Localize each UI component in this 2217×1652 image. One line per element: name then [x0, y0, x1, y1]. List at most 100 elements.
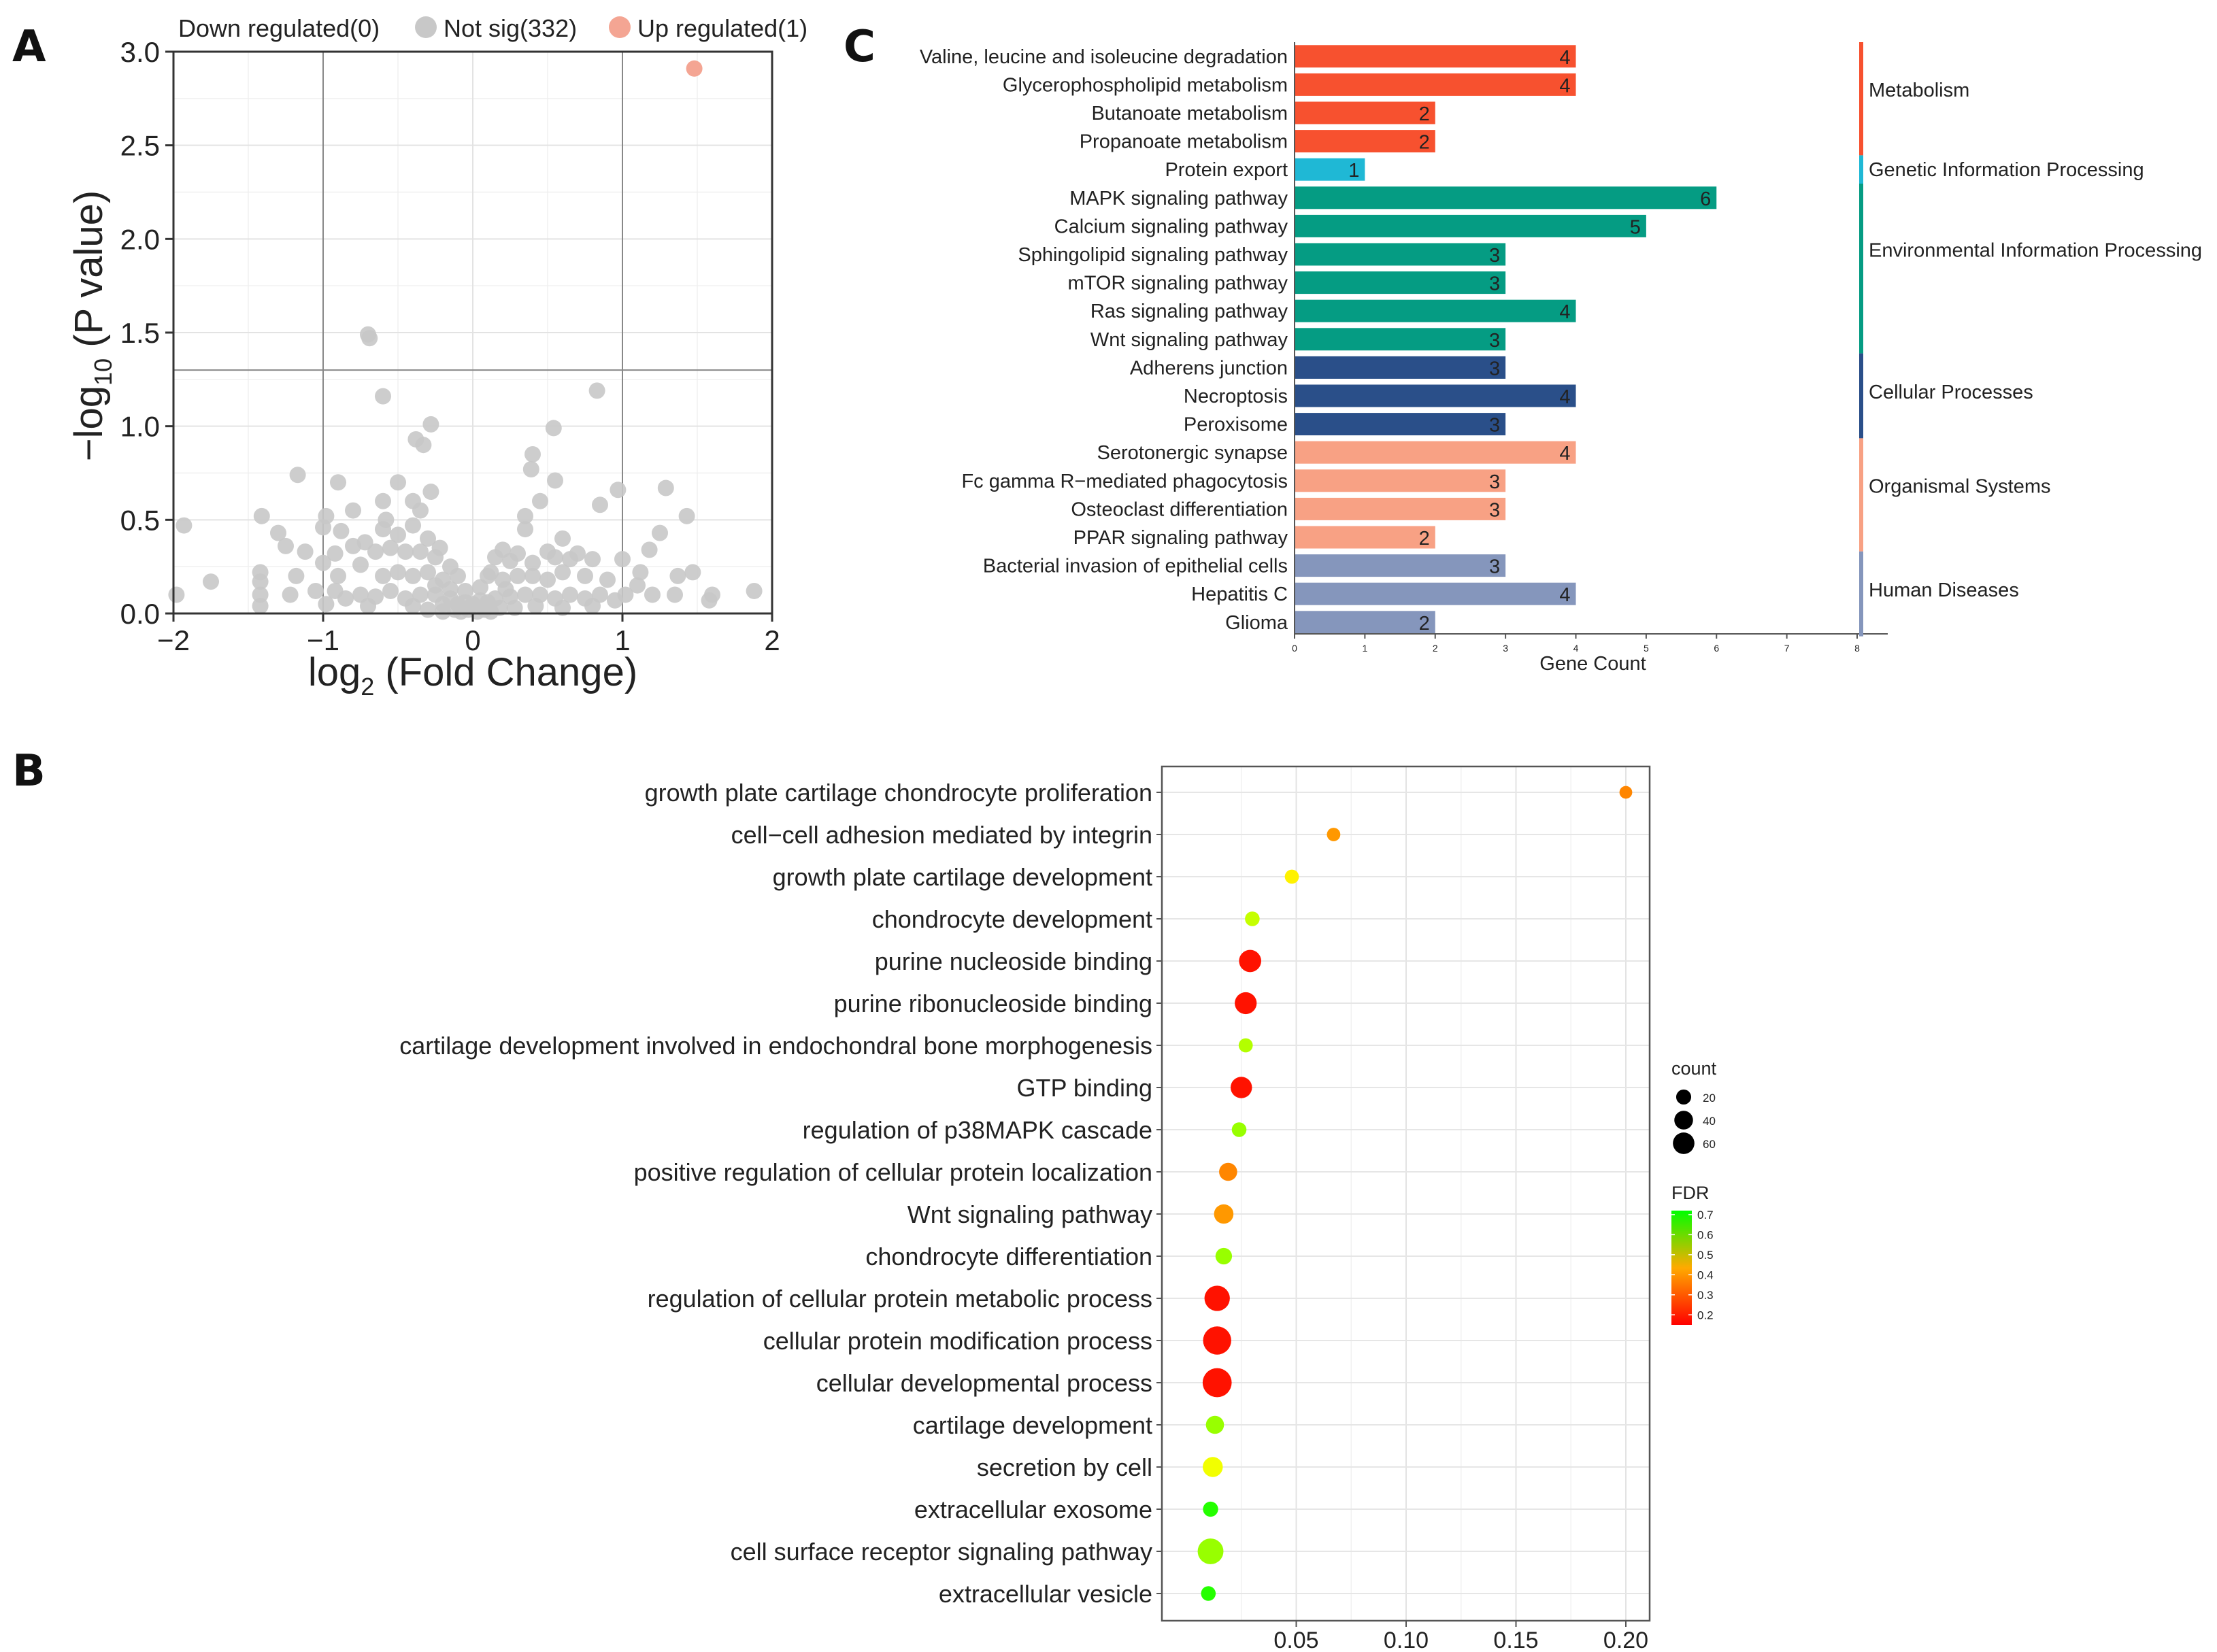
go-term-label: regulation of cellular protein metabolic… [648, 1285, 1152, 1313]
kegg-group-strip [1859, 353, 1863, 439]
not-sig-point [644, 586, 661, 603]
not-sig-point [569, 545, 586, 562]
not-sig-point [405, 597, 421, 614]
kegg-category-label: Adherens junction [1130, 357, 1288, 379]
kegg-value-label: 2 [1419, 528, 1430, 550]
kegg-bar [1295, 413, 1506, 436]
not-sig-point [252, 597, 269, 614]
kegg-value-label: 4 [1559, 47, 1570, 69]
not-sig-point [420, 564, 436, 581]
not-sig-point [502, 552, 518, 569]
not-sig-point [360, 597, 376, 614]
kegg-category-label: Propanoate metabolism [1080, 131, 1288, 153]
not-sig-point [652, 524, 668, 541]
not-sig-point [554, 599, 571, 616]
kegg-bar-chart: Valine, leucine and isoleucine degradati… [920, 42, 2202, 675]
kegg-x-tick-label: 4 [1573, 643, 1579, 654]
fdr-colorbar [1671, 1211, 1692, 1325]
not-sig-point [252, 586, 269, 603]
go-x-tick-label: 0.20 [1603, 1628, 1648, 1652]
not-sig-point [547, 472, 563, 489]
x-tick-label: −2 [157, 624, 190, 656]
not-sig-point [345, 502, 361, 519]
go-term-label: growth plate cartilage development [773, 863, 1152, 891]
not-sig-point [657, 479, 674, 496]
go-term-label: GTP binding [1017, 1074, 1152, 1102]
kegg-group-strip [1859, 551, 1863, 637]
not-sig-point [203, 573, 219, 590]
not-sig-point [517, 507, 533, 524]
not-sig-point [252, 573, 269, 590]
not-sig-point [315, 554, 331, 571]
not-sig-point [584, 597, 601, 614]
not-sig-point [327, 545, 344, 562]
not-sig-point [629, 577, 646, 594]
not-sig-point [532, 492, 548, 509]
not-sig-point [375, 521, 391, 538]
not-sig-point [297, 543, 314, 560]
not-sig-point [562, 586, 578, 603]
kegg-bar [1295, 158, 1365, 181]
x-tick-label: 1 [614, 624, 630, 656]
go-bubble [1327, 828, 1341, 841]
kegg-category-label: Valine, leucine and isoleucine degradati… [920, 46, 1288, 68]
not-sig-point [382, 582, 399, 599]
kegg-bar [1295, 101, 1435, 124]
count-legend-label: 40 [1703, 1115, 1716, 1128]
not-sig-point [390, 474, 406, 491]
kegg-bar [1295, 45, 1576, 68]
kegg-bar [1295, 130, 1435, 153]
kegg-bar [1295, 271, 1506, 294]
y-tick-label: 1.5 [120, 317, 160, 349]
count-legend-dot [1674, 1111, 1693, 1130]
not-sig-point [288, 567, 305, 584]
up-regulated-point [686, 60, 703, 77]
kegg-value-label: 4 [1559, 75, 1570, 97]
kegg-bar [1295, 73, 1576, 96]
kegg-bar [1295, 554, 1506, 577]
not-sig-point [641, 541, 658, 558]
not-sig-point [482, 564, 499, 581]
count-legend-label: 60 [1703, 1138, 1716, 1151]
legend-swatch [415, 16, 437, 38]
kegg-category-label: Fc gamma R−mediated phagocytosis [961, 471, 1288, 492]
kegg-value-label: 6 [1700, 188, 1711, 210]
go-bubble [1203, 1501, 1218, 1517]
go-term-label: extracellular exosome [914, 1496, 1152, 1523]
count-legend-dot [1673, 1132, 1695, 1154]
panel-letter-a: A [12, 22, 46, 72]
kegg-group-strip [1859, 438, 1863, 552]
not-sig-point [176, 517, 193, 534]
y-tick-label: 3.0 [120, 36, 160, 68]
not-sig-point [420, 530, 436, 547]
go-bubble [1201, 1586, 1216, 1601]
kegg-x-axis-title: Gene Count [1539, 653, 1646, 675]
kegg-category-label: Bacterial invasion of epithelial cells [983, 556, 1288, 577]
kegg-bar [1295, 582, 1576, 605]
kegg-category-label: Serotonergic synapse [1097, 442, 1288, 464]
not-sig-point [632, 564, 649, 581]
not-sig-point [405, 567, 421, 584]
go-bubble [1215, 1247, 1233, 1265]
not-sig-point [337, 590, 354, 607]
fdr-tick-label: 0.3 [1697, 1289, 1714, 1302]
kegg-x-tick-label: 1 [1362, 643, 1367, 654]
kegg-value-label: 3 [1489, 273, 1500, 295]
not-sig-point [422, 416, 439, 433]
not-sig-point [545, 420, 562, 437]
kegg-category-label: Glycerophospholipid metabolism [1003, 74, 1288, 96]
go-term-label: cell−cell adhesion mediated by integrin [731, 821, 1152, 849]
not-sig-point [539, 571, 556, 588]
not-sig-point [669, 567, 686, 584]
kegg-x-tick-label: 2 [1433, 643, 1438, 654]
not-sig-point [278, 537, 294, 554]
not-sig-point [678, 507, 695, 524]
not-sig-point [450, 567, 466, 584]
kegg-bar [1295, 441, 1576, 464]
not-sig-point [617, 586, 634, 603]
fdr-tick-label: 0.6 [1697, 1228, 1714, 1241]
not-sig-point [345, 537, 361, 554]
kegg-category-label: Sphingolipid signaling pathway [1018, 244, 1288, 266]
not-sig-point [431, 539, 448, 556]
kegg-bar [1295, 299, 1576, 322]
